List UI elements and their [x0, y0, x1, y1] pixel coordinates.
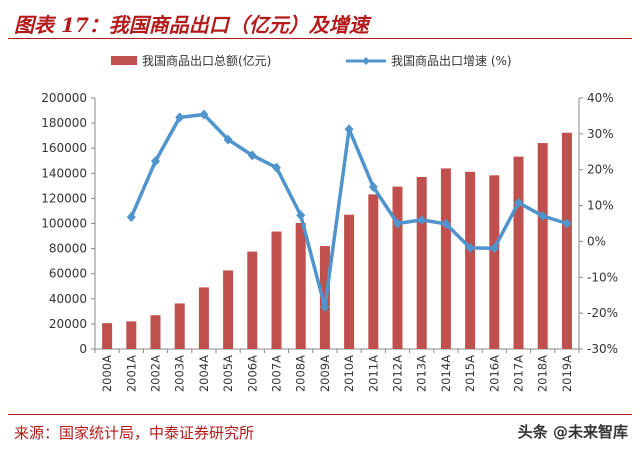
- x-label-2010A: 2010A: [342, 355, 356, 392]
- y-right-tick-label: -30%: [587, 342, 618, 356]
- watermark: 头条 @未来智库: [517, 423, 628, 441]
- bar-2016A: [489, 175, 500, 349]
- x-label-2016A: 2016A: [487, 355, 501, 392]
- point-2012A: [393, 218, 402, 229]
- point-2002A: [151, 156, 160, 167]
- point-2015A: [465, 242, 475, 253]
- legend: 我国商品出口总额(亿元) 我国商品出口增速 (%): [111, 53, 512, 68]
- point-2018A: [538, 210, 548, 221]
- x-label-2018A: 2018A: [536, 355, 550, 392]
- point-2008A: [296, 210, 306, 221]
- point-2007A: [272, 162, 281, 173]
- legend-label-line: 我国商品出口增速 (%): [391, 53, 512, 68]
- y-left-tick-label: 20000: [49, 317, 87, 331]
- x-label-2011A: 2011A: [366, 355, 380, 392]
- bar-2008A: [295, 222, 306, 349]
- bar-2019A: [561, 132, 572, 349]
- footer-divider: [8, 414, 632, 415]
- source-note: 来源：国家统计局，中泰证券研究所: [14, 424, 255, 442]
- point-2014A: [441, 218, 451, 229]
- y-left-tick-label: 40000: [49, 292, 87, 306]
- y-right-tick-label: 20%: [587, 163, 614, 177]
- axes: 0 20000 40000 60000 80000 100000 120000 140000 1…: [41, 91, 618, 356]
- x-label-2013A: 2013A: [415, 355, 429, 392]
- point-2013A: [417, 214, 427, 225]
- x-label-2015A: 2015A: [463, 355, 477, 392]
- bar-2013A: [416, 176, 427, 349]
- point-2011A: [368, 181, 378, 192]
- bar-2005A: [223, 270, 234, 349]
- y-left-tick-label: 0: [79, 342, 87, 356]
- x-label-2017A: 2017A: [512, 355, 526, 392]
- x-label-2007A: 2007A: [270, 355, 284, 392]
- y-right-tick-label: 40%: [587, 91, 614, 105]
- x-axis-labels: 2000A 2001A 2002A 2003A 2004A 2005A 2006A 2007A…: [94, 349, 580, 392]
- y-left-tick-label: 100000: [41, 217, 87, 231]
- bar-2007A: [271, 231, 282, 349]
- x-label-2002A: 2002A: [149, 355, 163, 392]
- legend-label-bar: 我国商品出口总额(亿元): [142, 53, 271, 68]
- y-right-tick-label: 30%: [587, 127, 614, 141]
- point-2010A: [344, 124, 354, 135]
- y-right-tick-label: -10%: [587, 270, 618, 284]
- x-label-2019A: 2019A: [560, 355, 574, 392]
- bar-2018A: [537, 143, 548, 349]
- bar-2000A: [102, 323, 113, 349]
- y-left-tick-label: 120000: [41, 191, 87, 205]
- y-left-tick-label: 180000: [41, 116, 87, 130]
- bar-2012A: [392, 186, 403, 349]
- y-right-tick-label: 10%: [587, 199, 614, 213]
- point-2001A: [126, 212, 136, 223]
- bar-2015A: [465, 171, 476, 349]
- point-2006A: [247, 150, 257, 161]
- x-label-2012A: 2012A: [391, 355, 405, 392]
- bar-series: [102, 132, 572, 349]
- point-2019A: [562, 218, 572, 229]
- bar-2001A: [126, 321, 137, 349]
- bar-2017A: [513, 156, 524, 349]
- line-series: [126, 109, 572, 313]
- x-label-2000A: 2000A: [100, 355, 114, 392]
- y-right-tick-label: -20%: [587, 306, 618, 320]
- chart-title: 图表 17：我国商品出口（亿元）及增速: [14, 13, 369, 37]
- chart: 我国商品出口总额(亿元) 我国商品出口增速 (%) 0 20000 40000 6000…: [41, 53, 618, 392]
- bar-2006A: [247, 251, 258, 349]
- point-2016A: [489, 243, 499, 254]
- legend-marker-line: [362, 57, 370, 65]
- point-2004A: [199, 109, 209, 120]
- point-2005A: [223, 134, 233, 145]
- y-left-tick-label: 200000: [41, 91, 87, 105]
- y-left-tick-label: 80000: [49, 242, 87, 256]
- bar-2004A: [198, 287, 209, 349]
- title-bar: 图表 17：我国商品出口（亿元）及增速: [8, 4, 632, 39]
- x-label-2001A: 2001A: [124, 355, 138, 392]
- y-left-tick-label: 160000: [41, 141, 87, 155]
- y-left-tick-label: 60000: [49, 267, 87, 281]
- x-label-2009A: 2009A: [318, 355, 332, 392]
- y-left-tick-label: 140000: [41, 166, 87, 180]
- bar-2010A: [344, 214, 355, 349]
- bar-2003A: [174, 303, 185, 349]
- bar-2011A: [368, 194, 379, 349]
- point-2003A: [175, 112, 185, 123]
- bar-2002A: [150, 315, 161, 349]
- y-right-tick-label: 0%: [587, 234, 606, 248]
- point-2017A: [514, 197, 523, 208]
- legend-swatch-bar: [111, 56, 137, 65]
- bar-2014A: [440, 168, 451, 349]
- x-label-2008A: 2008A: [294, 355, 308, 392]
- x-label-2006A: 2006A: [245, 355, 259, 392]
- point-2009A: [320, 302, 330, 313]
- x-label-2003A: 2003A: [173, 355, 187, 392]
- x-label-2004A: 2004A: [197, 355, 211, 392]
- x-label-2014A: 2014A: [439, 355, 453, 392]
- x-label-2005A: 2005A: [221, 355, 235, 392]
